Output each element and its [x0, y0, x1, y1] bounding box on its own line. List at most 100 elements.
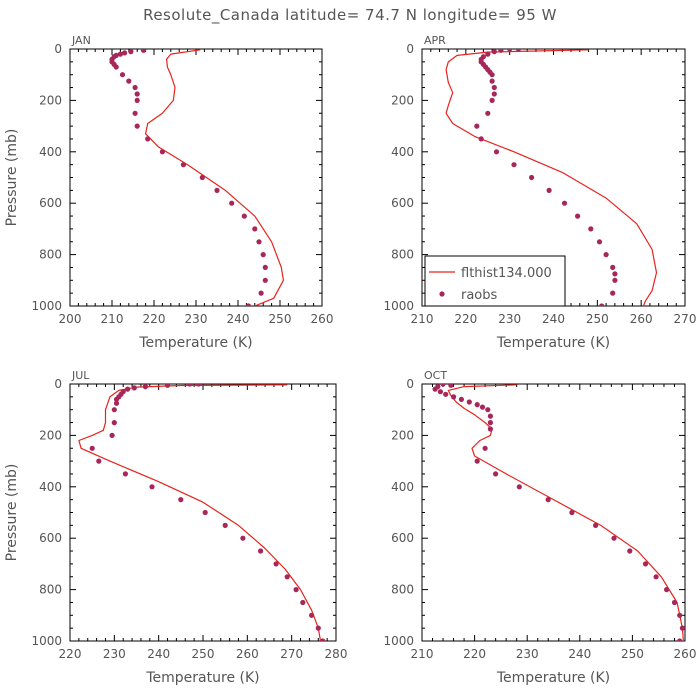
raobs-point	[196, 384, 202, 387]
x-tick-label: 240	[227, 312, 250, 326]
x-tick-label: 220	[143, 312, 166, 326]
y-tick-label: 400	[39, 480, 62, 494]
raobs-point	[262, 277, 268, 283]
raobs-point	[142, 384, 148, 390]
raobs-point	[588, 226, 594, 232]
raobs-point	[627, 548, 633, 554]
raobs-point	[679, 625, 685, 631]
raobs-point	[498, 49, 504, 53]
x-tick-label: 210	[101, 312, 124, 326]
raobs-point	[122, 50, 128, 56]
raobs-point	[485, 51, 491, 57]
panel-label: JAN	[71, 34, 91, 47]
y-tick-label: 0	[406, 377, 414, 391]
raobs-point	[111, 420, 117, 426]
raobs-point	[258, 548, 264, 554]
y-axis-label: Pressure (mb)	[4, 129, 20, 227]
x-tick-label: 250	[269, 312, 292, 326]
raobs-point	[315, 625, 321, 631]
raobs-point	[214, 187, 220, 193]
raobs-point	[134, 123, 140, 129]
raobs-point	[159, 149, 165, 155]
raobs-point	[596, 239, 603, 245]
raobs-point	[507, 49, 513, 52]
y-tick-label: 200	[391, 93, 414, 107]
raobs-point	[515, 49, 521, 52]
raobs-point	[140, 49, 147, 53]
raobs-point	[545, 497, 551, 503]
x-tick-label: 260	[630, 312, 653, 326]
model-profile-line	[78, 384, 322, 641]
raobs-point	[677, 638, 683, 641]
raobs-point	[451, 394, 457, 400]
raobs-point	[485, 110, 491, 116]
panel-label: OCT	[424, 369, 447, 382]
raobs-point	[478, 136, 484, 142]
raobs-point	[240, 535, 246, 541]
model-profile-line	[145, 49, 284, 306]
raobs-point	[593, 522, 599, 529]
x-tick-label: 270	[674, 312, 697, 326]
x-tick-label: 260	[674, 647, 697, 661]
x-tick-label: 250	[586, 312, 609, 326]
y-tick-label: 200	[391, 428, 414, 442]
raobs-point	[493, 149, 500, 155]
raobs-point	[487, 413, 493, 419]
raobs-point	[458, 396, 464, 402]
y-tick-label: 600	[391, 531, 414, 545]
x-tick-label: 230	[516, 647, 539, 661]
y-tick-label: 400	[391, 480, 414, 494]
plot-frame	[421, 383, 686, 642]
chart-panel-jan: 200 210 220 230 240 250 260 0 200 400 600 800 1000 JA…	[4, 34, 333, 351]
x-tick-label: 230	[498, 312, 521, 326]
y-tick-label: 1000	[31, 299, 62, 313]
model-profile-line	[447, 384, 684, 641]
figure-title: Resolute_Canada latitude= 74.7 N longitu…	[143, 6, 557, 25]
raobs-point	[603, 252, 609, 258]
y-tick-label: 600	[391, 196, 414, 210]
plot-area	[78, 384, 326, 641]
y-tick-label: 1000	[383, 634, 414, 648]
raobs-point	[122, 471, 128, 477]
chart-panel-oct: 210 220 230 240 250 260 0 200 400 600 800 1000 OCT Te…	[383, 369, 696, 686]
raobs-point	[448, 384, 454, 388]
raobs-point	[199, 174, 205, 181]
raobs-point	[653, 574, 659, 580]
raobs-point	[511, 162, 517, 168]
raobs-point	[443, 391, 449, 397]
raobs-point	[252, 226, 258, 232]
plot-area	[432, 384, 685, 641]
raobs-point	[474, 402, 480, 408]
y-tick-label: 800	[391, 583, 414, 597]
x-axis-label: Temperature (K)	[145, 670, 259, 686]
y-tick-label: 400	[391, 145, 414, 159]
raobs-point	[466, 399, 472, 405]
raobs-point	[320, 638, 326, 641]
raobs-point	[149, 484, 155, 490]
raobs-point	[487, 420, 493, 426]
y-tick-label: 0	[54, 42, 62, 56]
x-tick-label: 220	[463, 647, 486, 661]
raobs-point	[241, 213, 247, 219]
raobs-point	[273, 561, 279, 567]
x-tick-label: 250	[192, 647, 215, 661]
raobs-point	[485, 407, 491, 413]
y-tick-label: 800	[39, 248, 62, 262]
raobs-point	[119, 72, 126, 78]
x-tick-label: 240	[568, 647, 591, 661]
y-tick-label: 1000	[383, 299, 414, 313]
raobs-point	[440, 384, 446, 387]
raobs-point	[260, 252, 266, 258]
raobs-point	[109, 432, 115, 438]
raobs-point	[134, 91, 140, 97]
raobs-point	[642, 561, 649, 567]
raobs-point	[489, 78, 495, 84]
raobs-point	[134, 97, 140, 103]
plot-area	[445, 49, 658, 306]
raobs-point	[128, 49, 134, 55]
y-tick-label: 200	[39, 93, 62, 107]
panel-label: JUL	[71, 369, 90, 382]
raobs-point	[599, 303, 605, 306]
raobs-point	[474, 123, 480, 129]
